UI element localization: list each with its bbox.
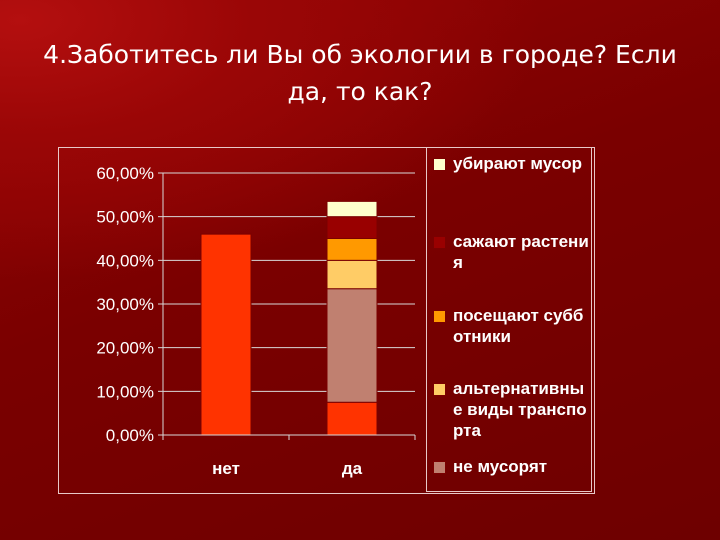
y-tick-label: 10,00% [96,382,154,401]
bars [200,200,378,436]
legend-label: сажают растения [453,232,589,272]
legend-label: не мусорят [453,457,548,476]
slide-title: 4.Заботитесь ли Вы об экологии в городе?… [43,40,677,106]
legend-swatch [433,383,446,396]
bar-segment [200,233,252,436]
x-axis-categories: нет да [212,459,363,478]
y-tick-label: 60,00% [96,164,154,183]
y-tick-label: 50,00% [96,208,154,227]
chart-frame [58,147,595,494]
bar-segment [326,259,378,290]
bar-segment [326,401,378,436]
y-axis-ticks: 0,00% 10,00% 20,00% 30,00% 40,00% 50,00% 60,00… [96,164,163,445]
x-category-label: да [342,459,363,478]
chart-legend: убирают мусор сажают растения посещают с… [426,147,592,492]
x-category-label: нет [212,459,240,478]
bar-segment [326,288,378,403]
y-tick-label: 0,00% [106,426,154,445]
legend-label: убирают мусор [453,154,582,173]
bar-segment [326,216,378,240]
legend-swatch [433,310,446,323]
y-tick-label: 30,00% [96,295,154,314]
legend-swatch [433,158,446,171]
legend-label: посещают субботники [453,306,584,346]
bar-segment [326,200,378,218]
legend-swatch [433,461,446,474]
y-tick-label: 40,00% [96,251,154,270]
axes [162,173,416,440]
bar-segment [326,238,378,261]
y-tick-label: 20,00% [96,339,154,358]
legend-swatch [433,236,446,249]
legend-label: альтернативные виды транспорта [453,379,587,440]
